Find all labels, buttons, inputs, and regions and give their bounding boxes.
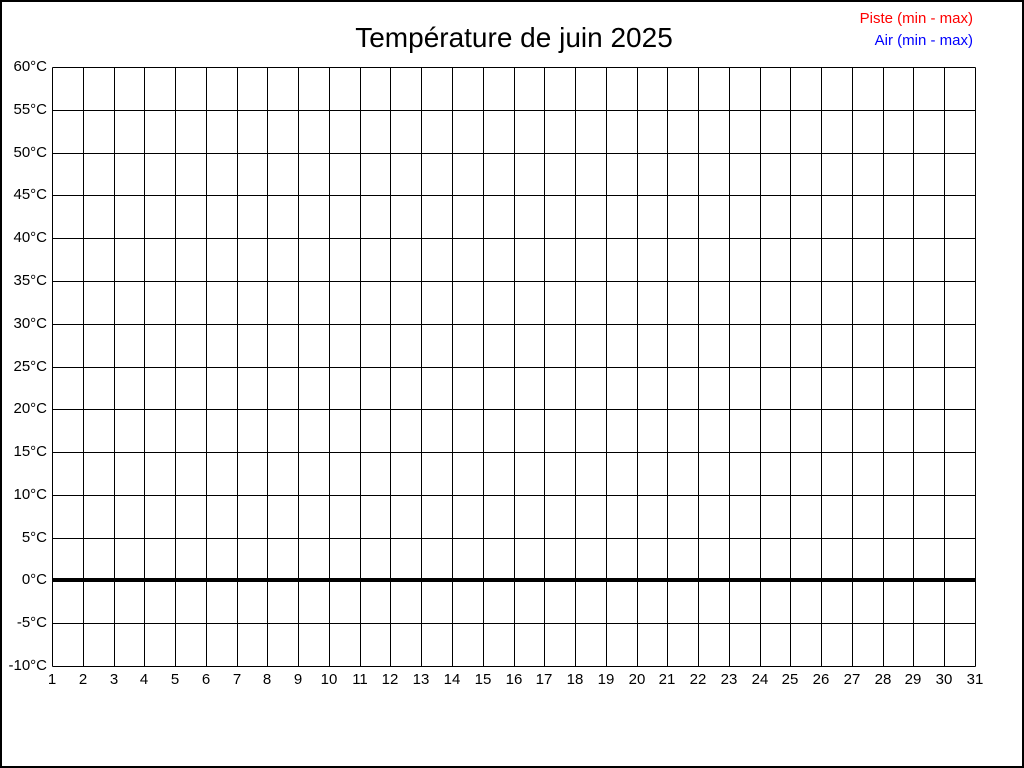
legend-item-piste: Piste (min - max) (859, 10, 973, 27)
x-tick-label: 10 (320, 671, 338, 688)
legend: Piste (min - max) Air (min - max) (860, 8, 973, 52)
x-tick-label: 5 (170, 671, 180, 688)
y-tick-label: 30°C (13, 315, 47, 332)
x-tick-label: 14 (443, 671, 461, 688)
x-tick-label: 21 (658, 671, 676, 688)
y-tick-label: 55°C (13, 101, 47, 118)
x-tick-label: 3 (109, 671, 119, 688)
y-tick-label: 0°C (21, 571, 47, 588)
x-tick-label: 16 (505, 671, 523, 688)
y-tick-label: 5°C (21, 529, 47, 546)
y-tick-label: 50°C (13, 144, 47, 161)
legend-item-air: Air (min - max) (874, 32, 973, 49)
x-tick-label: 4 (139, 671, 149, 688)
plot-area (52, 67, 976, 667)
y-tick-label: 10°C (13, 486, 47, 503)
x-tick-label: 12 (381, 671, 399, 688)
grid (52, 67, 976, 667)
x-tick-label: 1 (47, 671, 57, 688)
x-tick-label: 17 (535, 671, 553, 688)
x-tick-label: 15 (474, 671, 492, 688)
x-tick-label: 2 (78, 671, 88, 688)
x-tick-label: 23 (720, 671, 738, 688)
y-tick-label: 40°C (13, 229, 47, 246)
x-tick-label: 19 (597, 671, 615, 688)
x-tick-label: 31 (966, 671, 984, 688)
y-tick-label: 60°C (13, 58, 47, 75)
x-tick-label: 27 (843, 671, 861, 688)
y-tick-label: 15°C (13, 443, 47, 460)
x-tick-label: 8 (262, 671, 272, 688)
y-tick-label: 25°C (13, 358, 47, 375)
y-axis: 60°C 55°C 50°C 45°C 40°C 35°C 30°C 25°C 20°C 15°C… (2, 2, 47, 766)
x-tick-label: 20 (628, 671, 646, 688)
x-tick-label: 29 (904, 671, 922, 688)
x-tick-label: 18 (566, 671, 584, 688)
y-tick-label: 45°C (13, 186, 47, 203)
x-tick-label: 30 (935, 671, 953, 688)
y-tick-label: -10°C (8, 657, 47, 674)
x-tick-label: 9 (293, 671, 303, 688)
x-tick-label: 28 (874, 671, 892, 688)
x-tick-label: 25 (781, 671, 799, 688)
y-tick-label: -5°C (16, 614, 47, 631)
x-tick-label: 6 (201, 671, 211, 688)
x-tick-label: 22 (689, 671, 707, 688)
x-tick-label: 13 (412, 671, 430, 688)
x-tick-label: 24 (751, 671, 769, 688)
x-tick-label: 11 (352, 671, 368, 688)
y-tick-label: 35°C (13, 272, 47, 289)
chart-title: Température de juin 2025 (355, 22, 673, 53)
y-tick-label: 20°C (13, 400, 47, 417)
x-tick-label: 7 (232, 671, 242, 688)
x-tick-label: 26 (812, 671, 830, 688)
